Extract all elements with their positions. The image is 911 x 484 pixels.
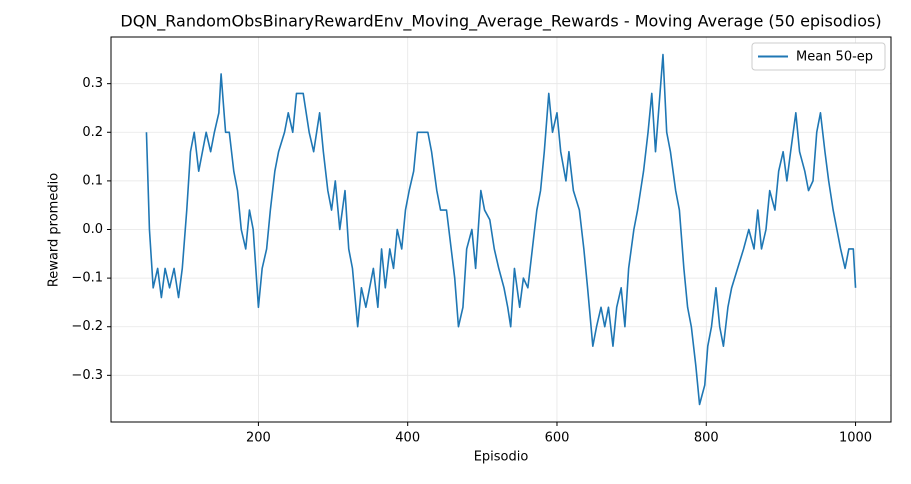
x-axis-label: Episodio — [474, 450, 529, 465]
y-tick-label: −0.3 — [71, 368, 103, 383]
x-tick-label: 1000 — [839, 431, 872, 446]
x-tick-label: 200 — [246, 431, 271, 446]
y-tick-label: 0.2 — [82, 125, 103, 140]
y-tick-label: −0.2 — [71, 319, 103, 334]
y-axis-label: Reward promedio — [47, 173, 62, 287]
y-tick-label: 0.1 — [82, 173, 103, 188]
y-tick-label: 0.3 — [82, 76, 103, 91]
x-tick-label: 600 — [545, 431, 570, 446]
legend: Mean 50-ep — [751, 42, 886, 71]
x-tick-label: 400 — [395, 431, 420, 446]
y-tick-label: 0.0 — [82, 222, 103, 237]
plot — [145, 53, 857, 406]
legend-box — [751, 42, 886, 71]
x-tick-label: 800 — [694, 431, 719, 446]
chart-title: DQN_RandomObsBinaryRewardEnv_Moving_Aver… — [120, 12, 881, 32]
legend-label: Mean 50-ep — [796, 50, 873, 65]
y-tick-label: −0.1 — [71, 271, 103, 286]
grid — [111, 37, 891, 422]
data-line — [145, 53, 857, 406]
